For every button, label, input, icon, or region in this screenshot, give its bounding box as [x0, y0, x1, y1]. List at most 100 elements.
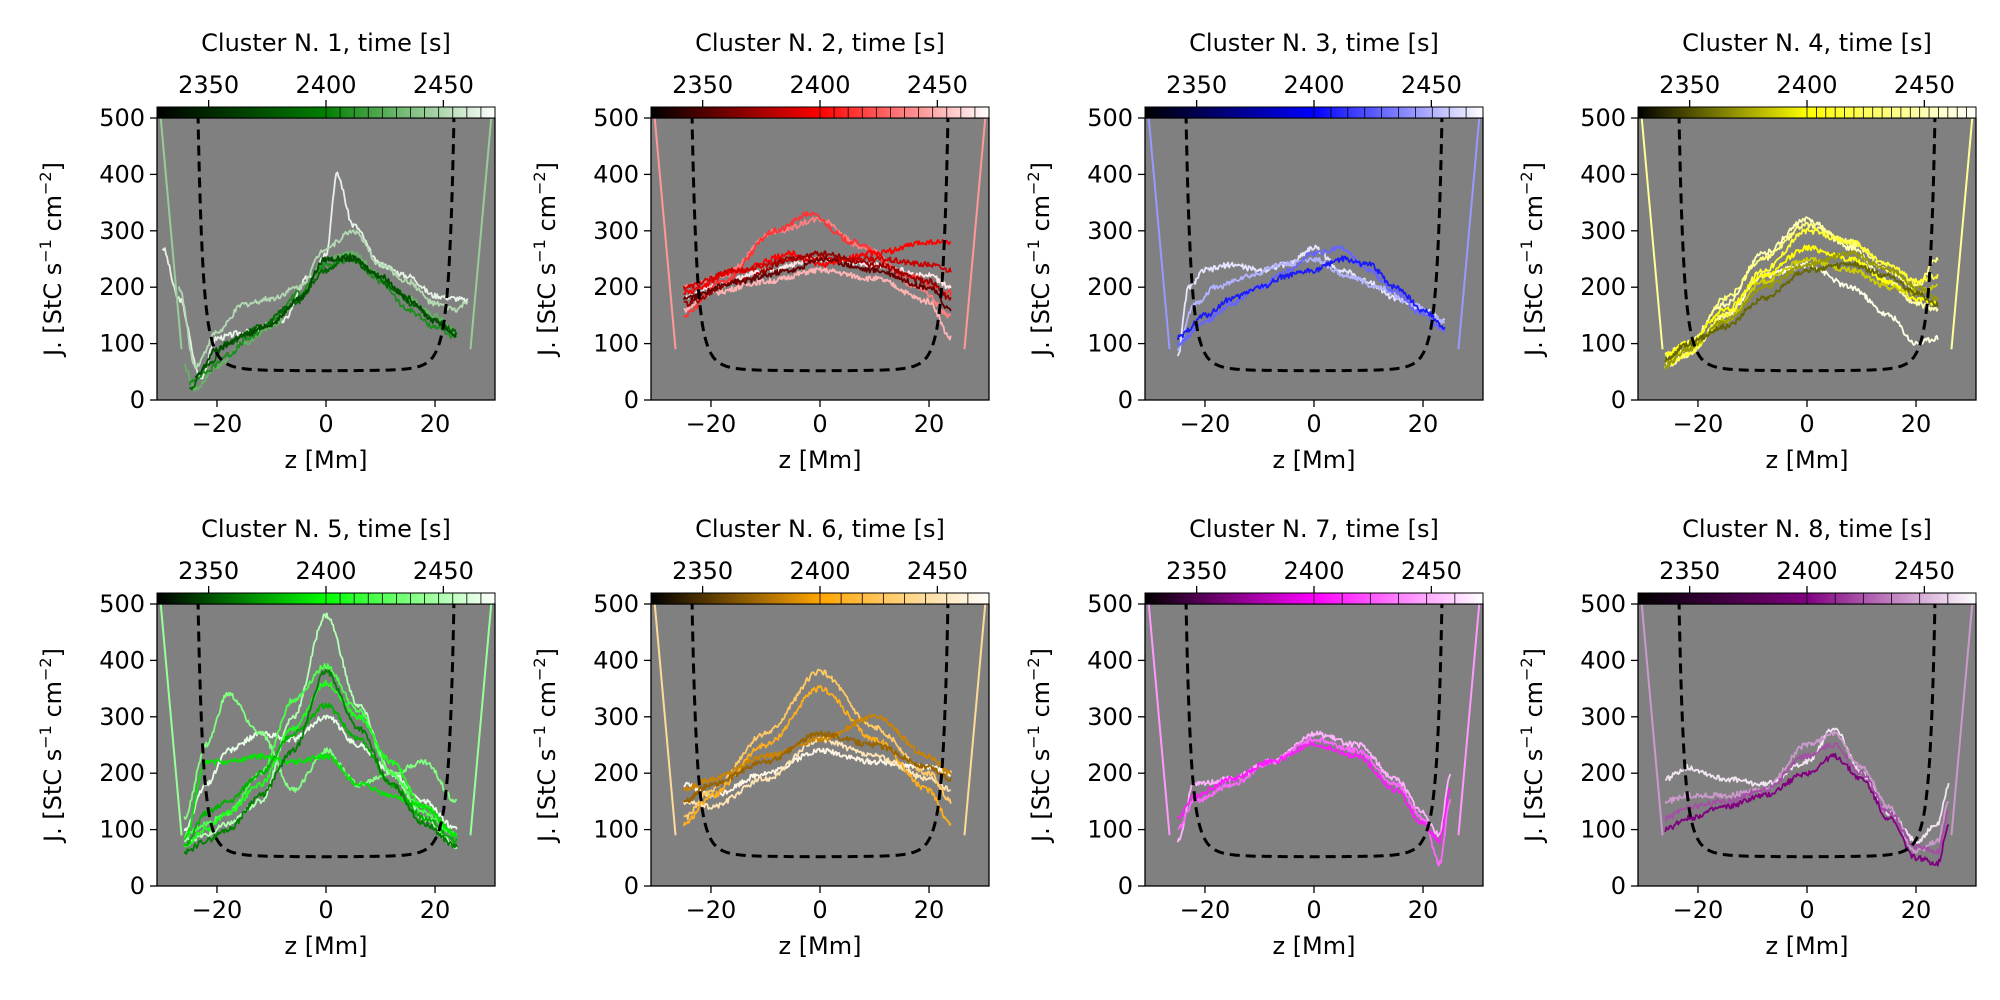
y-tick-label: 500: [1580, 104, 1626, 132]
profiles: [653, 118, 987, 373]
profile-line: [1664, 752, 1950, 867]
profile-wing-right: [1950, 118, 1974, 350]
profile-line: [1177, 736, 1452, 867]
y-axis-label: J. [StC s−1 cm−2]: [36, 648, 67, 844]
y-tick-label: 300: [99, 703, 145, 731]
x-tick-label: 20: [1901, 896, 1932, 924]
panel-cluster-3: 2350 2400 2450 Cluster N. 3, time [s] −20 0 20…: [1024, 29, 1484, 474]
x-tick-label: −20: [1673, 896, 1724, 924]
time-tick-label: 2400: [1776, 557, 1837, 585]
y-tick-label: 100: [1087, 816, 1133, 844]
x-axis-label: z [Mm]: [284, 932, 367, 960]
profile-line: [682, 685, 952, 827]
profile-line: [683, 730, 952, 803]
profile-line: [1664, 250, 1939, 370]
panel-title: Cluster N. 3, time [s]: [1189, 29, 1439, 57]
y-tick-label: 0: [1118, 386, 1133, 414]
profiles: [159, 604, 493, 859]
panel-title: Cluster N. 2, time [s]: [695, 29, 945, 57]
profile-line: [183, 702, 458, 847]
y-tick-label: 200: [1580, 759, 1626, 787]
profile-line: [1664, 221, 1939, 362]
y-axis-label: J. [StC s−1 cm−2]: [1517, 162, 1548, 358]
profile-wing-right: [469, 604, 493, 836]
time-tick-label: 2450: [1401, 557, 1462, 585]
profile-wing-left: [159, 604, 183, 836]
profile-line: [1665, 244, 1939, 358]
y-tick-label: 200: [1087, 759, 1133, 787]
profile-line: [1176, 244, 1446, 357]
x-axis-label: z [Mm]: [1765, 932, 1848, 960]
reference-curve: [1184, 604, 1444, 859]
panel-title: Cluster N. 8, time [s]: [1682, 515, 1932, 543]
time-tick-label: 2450: [413, 71, 474, 99]
panel-cluster-6: 2350 2400 2450 Cluster N. 6, time [s] −20 0 20…: [530, 515, 990, 960]
y-tick-label: 300: [1580, 703, 1626, 731]
profile-line: [1664, 742, 1950, 855]
profile-line: [1664, 730, 1950, 854]
profile-wing-left: [1640, 118, 1664, 350]
panel-title: Cluster N. 1, time [s]: [201, 29, 451, 57]
x-tick-label: 20: [420, 410, 451, 438]
profile-wing-left: [1147, 118, 1171, 350]
time-tick-label: 2400: [1283, 557, 1344, 585]
y-tick-label: 100: [593, 330, 639, 358]
y-tick-label: 0: [624, 386, 639, 414]
y-tick-label: 100: [593, 816, 639, 844]
y-tick-label: 0: [130, 386, 145, 414]
x-tick-label: 20: [1901, 410, 1932, 438]
panel-cluster-7: 2350 2400 2450 Cluster N. 7, time [s] −20 0 20…: [1024, 515, 1484, 960]
profile-line: [683, 713, 952, 792]
time-tick-label: 2350: [178, 557, 239, 585]
y-tick-label: 300: [1087, 217, 1133, 245]
y-axis-label: J. [StC s−1 cm−2]: [1024, 648, 1055, 844]
time-tick-label: 2350: [672, 71, 733, 99]
y-tick-label: 0: [1118, 872, 1133, 900]
profile-wing-left: [653, 118, 677, 350]
reference-curve: [690, 118, 950, 373]
y-tick-label: 300: [593, 217, 639, 245]
profile-wing-right: [963, 604, 987, 836]
y-tick-label: 200: [593, 759, 639, 787]
y-tick-label: 500: [593, 590, 639, 618]
panel-cluster-4: 2350 2400 2450 Cluster N. 4, time [s] −20 0 20…: [1517, 29, 1977, 474]
time-tick-label: 2450: [1894, 557, 1955, 585]
y-tick-label: 100: [1580, 816, 1626, 844]
profile-wing-right: [1457, 604, 1481, 836]
y-tick-label: 0: [130, 872, 145, 900]
y-tick-label: 500: [593, 104, 639, 132]
profile-line: [1176, 255, 1446, 341]
profile-line: [1176, 245, 1446, 347]
time-tick-label: 2450: [907, 71, 968, 99]
x-tick-label: −20: [1180, 410, 1231, 438]
reference-curve: [196, 604, 456, 859]
panel-title: Cluster N. 5, time [s]: [201, 515, 451, 543]
x-tick-label: 0: [318, 410, 333, 438]
panel-title: Cluster N. 6, time [s]: [695, 515, 945, 543]
x-tick-label: 20: [1408, 410, 1439, 438]
x-axis-label: z [Mm]: [1272, 932, 1355, 960]
y-tick-label: 0: [1611, 872, 1626, 900]
y-tick-label: 500: [1580, 590, 1626, 618]
y-tick-label: 400: [1580, 160, 1626, 188]
x-tick-label: −20: [1673, 410, 1724, 438]
y-tick-label: 400: [1087, 646, 1133, 674]
panel-cluster-8: 2350 2400 2450 Cluster N. 8, time [s] −20 0 20…: [1517, 515, 1977, 960]
plot-area: [651, 604, 989, 886]
y-tick-label: 500: [99, 590, 145, 618]
x-tick-label: 0: [812, 896, 827, 924]
profile-wing-right: [1457, 118, 1481, 350]
y-tick-label: 200: [99, 759, 145, 787]
profile-line: [683, 211, 952, 318]
reference-curve: [690, 604, 950, 859]
y-axis-label: J. [StC s−1 cm−2]: [530, 162, 561, 358]
x-tick-label: −20: [686, 896, 737, 924]
panel-cluster-2: 2350 2400 2450 Cluster N. 2, time [s] −20 0 20…: [530, 29, 990, 474]
y-tick-label: 300: [1087, 703, 1133, 731]
y-tick-label: 200: [1580, 273, 1626, 301]
profile-line: [188, 255, 458, 386]
profile-wing-left: [159, 118, 183, 350]
profile-line: [683, 238, 952, 296]
reference-curve: [196, 118, 456, 373]
